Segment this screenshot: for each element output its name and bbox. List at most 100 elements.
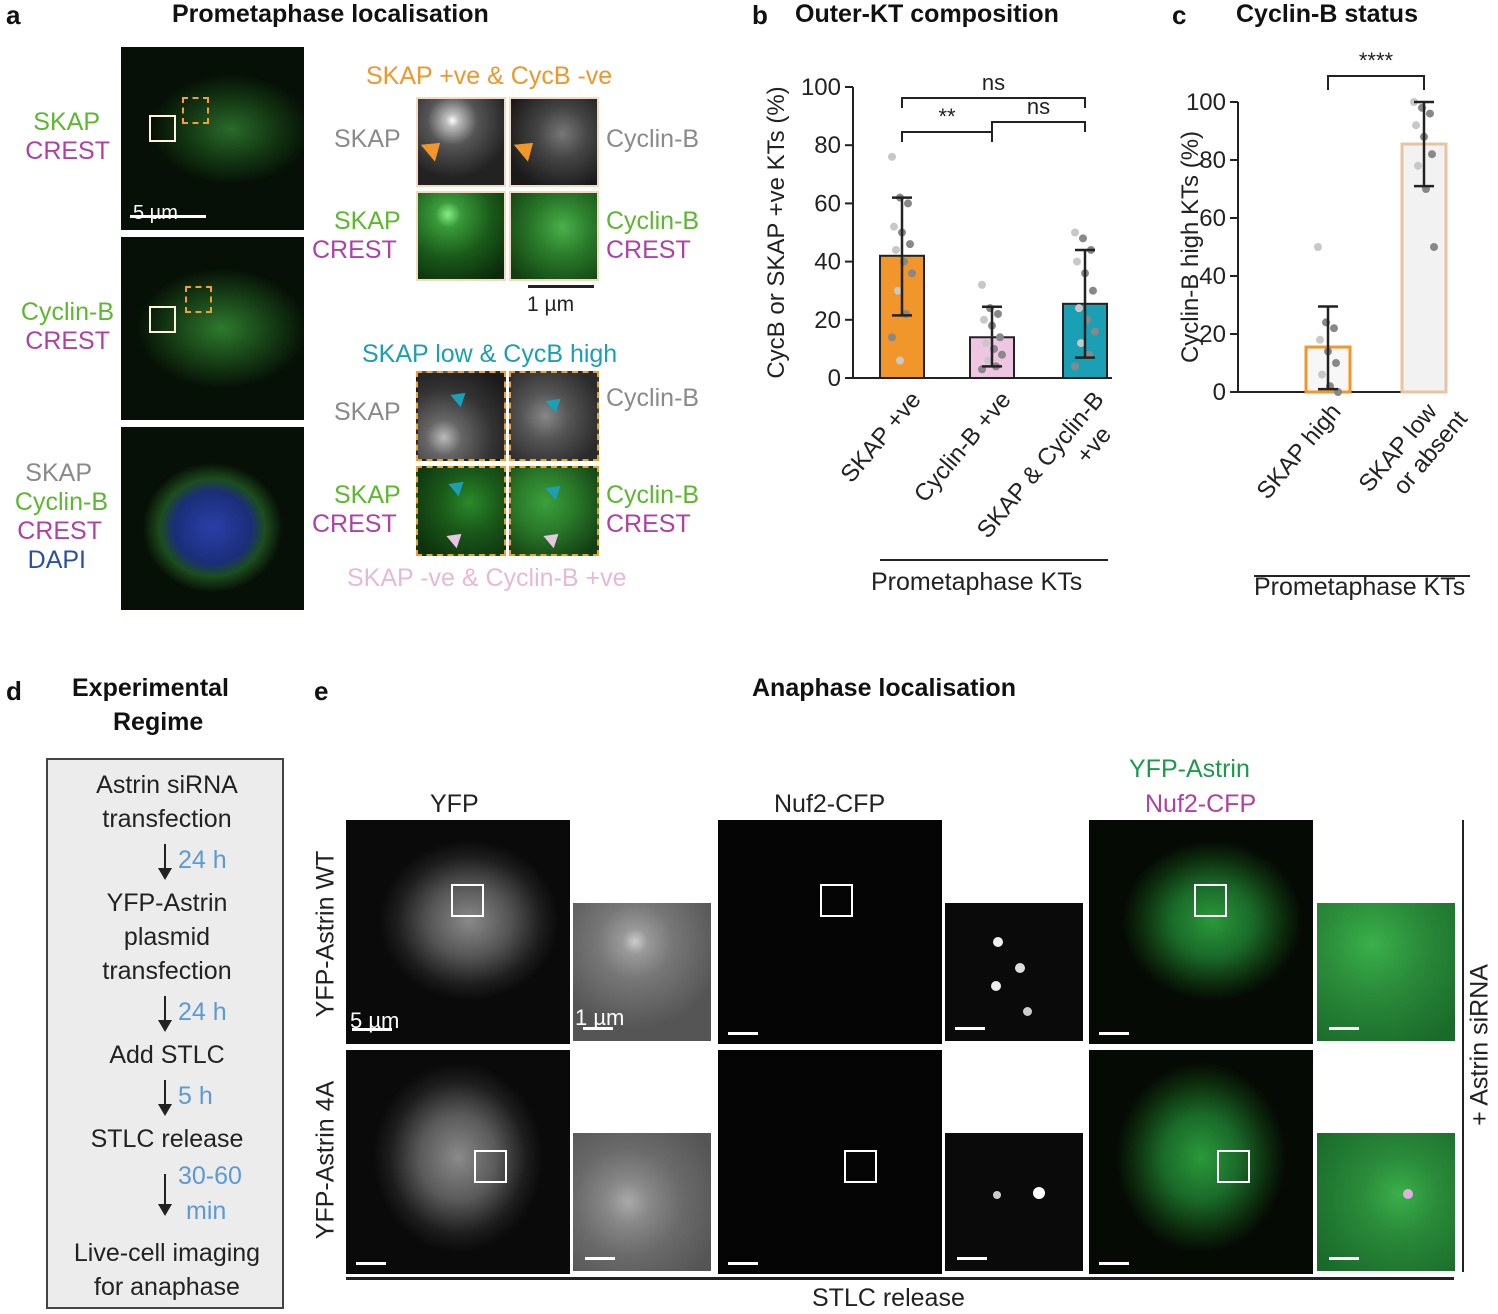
arrowhead-icon xyxy=(543,527,564,549)
micrograph-nuf2-wt xyxy=(718,820,942,1044)
crop-box xyxy=(1194,884,1227,917)
panel-b-title: Outer-KT composition xyxy=(795,0,1059,28)
inset-label-skap: SKAP xyxy=(334,125,401,153)
scale-bar xyxy=(728,1032,758,1035)
step-yfp-astrin: YFP-Astrin xyxy=(106,889,228,917)
micrograph-cyclinb-crest xyxy=(121,237,304,420)
row3-label-dapi: DAPI xyxy=(27,546,86,574)
scale-bar xyxy=(352,1028,392,1031)
time-24h-1: 24 h xyxy=(178,846,227,874)
inset-skap-crest-g1 xyxy=(416,191,506,281)
arrowhead-icon xyxy=(513,134,541,162)
crop-box xyxy=(820,884,853,917)
scale-bar xyxy=(356,1262,386,1265)
category-label: SKAP high xyxy=(1252,399,1347,505)
row2-label-cyclinb: Cyclin-B xyxy=(20,298,114,326)
data-point xyxy=(1073,257,1081,266)
row3-label-skap: SKAP xyxy=(25,459,92,487)
significance-bracket xyxy=(901,97,1086,108)
significance-label: ns xyxy=(982,70,1005,95)
scale-bar xyxy=(1099,1262,1129,1265)
data-point xyxy=(892,245,900,254)
panel-c-label: c xyxy=(1172,0,1187,30)
data-point xyxy=(1332,359,1340,367)
scale-bar xyxy=(585,1257,615,1260)
side-label-astrin-sirna: + Astrin siRNA xyxy=(1465,964,1494,1126)
time-5h: 5 h xyxy=(178,1082,213,1110)
data-point xyxy=(890,222,898,231)
scale-bar xyxy=(1099,1032,1129,1035)
y-tick-label: 60 xyxy=(1199,205,1226,232)
y-tick-label: 20 xyxy=(1199,321,1226,348)
inset-label-skap-g1b: SKAP xyxy=(334,207,401,235)
panel-e-label: e xyxy=(314,676,329,706)
data-point xyxy=(888,333,896,342)
inset-label-crest-g1r: CREST xyxy=(606,236,691,264)
micrograph-nuf2-4a xyxy=(718,1050,942,1274)
side-bracket xyxy=(1462,820,1464,1272)
category-label: SKAP lowor absent xyxy=(1354,388,1474,516)
row-label-4a: YFP-Astrin 4A xyxy=(311,1080,340,1240)
panel-c-title: Cyclin-B status xyxy=(1236,0,1418,28)
group2-footer: SKAP -ve & Cyclin-B +ve xyxy=(347,564,627,592)
inset-scale-label: 1 µm xyxy=(527,293,575,316)
row2-label-crest: CREST xyxy=(25,327,110,355)
data-point xyxy=(998,350,1006,359)
col-label-yfp: YFP xyxy=(430,790,479,818)
inset-cyclinb-g1 xyxy=(509,97,599,187)
inset-label-skap-g2: SKAP xyxy=(334,398,401,426)
chart-cyclin-b-status: 0 20 40 60 80 100 Cyclin-B high KTs (%) SKAP hi… xyxy=(1177,48,1474,577)
data-point xyxy=(888,152,896,161)
data-point xyxy=(984,356,992,365)
down-arrow-icon xyxy=(158,1080,172,1116)
chart-outer-kt-composition: 0 20 40 60 80 100 CycB or SKAP +ve KTs (%) SKAP… xyxy=(763,70,1117,561)
experimental-regime-box: Astrin siRNA transfection 24 h YFP-Astri… xyxy=(46,758,284,1309)
micrograph-merge-dapi xyxy=(121,427,304,610)
panel-a-title: Prometaphase localisation xyxy=(172,0,489,28)
group1-title: SKAP +ve & CycB -ve xyxy=(366,62,613,90)
y-axis-label: Cyclin-B high KTs (%) xyxy=(1177,131,1204,363)
inset-cyclinb-crest-g2 xyxy=(509,466,599,556)
inset-label-crest-g2b: CREST xyxy=(312,510,397,538)
y-tick-label: 80 xyxy=(1199,147,1226,174)
step-for-anaphase: for anaphase xyxy=(94,1273,240,1301)
data-point xyxy=(1428,150,1436,159)
scale-bar xyxy=(583,1027,613,1030)
data-point xyxy=(1414,161,1422,170)
y-tick-label: 60 xyxy=(814,190,841,217)
panel-e-title: Anaphase localisation xyxy=(752,674,1016,702)
data-point xyxy=(1079,234,1087,243)
category-label: SKAP +ve xyxy=(835,387,926,488)
inset-label-cyclinb: Cyclin-B xyxy=(606,125,700,153)
y-tick-label: 0 xyxy=(1213,379,1226,406)
data-point xyxy=(1071,362,1079,371)
down-arrow-icon xyxy=(158,996,172,1032)
inset-yfp-4a xyxy=(573,1133,711,1271)
data-point xyxy=(1075,304,1083,313)
data-point xyxy=(1430,243,1438,251)
micrograph-yfp-wt: 5 µm xyxy=(346,820,570,1044)
inset-skap-crest-g2 xyxy=(416,466,506,556)
micrograph-yfp-4a xyxy=(346,1050,570,1274)
panel-b-label: b xyxy=(752,0,768,30)
data-point xyxy=(908,269,916,278)
step-astrin-sirna: Astrin siRNA xyxy=(96,771,238,799)
row-label-wt: YFP-Astrin WT xyxy=(311,850,340,1018)
significance-bracket xyxy=(991,121,1086,132)
micrograph-skap-crest: 5 µm xyxy=(121,47,304,230)
arrowhead-icon xyxy=(448,475,469,497)
inset-label-skap-g2b: SKAP xyxy=(334,481,401,509)
arrowhead-icon xyxy=(446,527,467,549)
inset-skap-g2 xyxy=(416,371,506,461)
step-live-imaging: Live-cell imaging xyxy=(73,1239,261,1267)
bottom-bracket xyxy=(346,1277,1454,1280)
y-tick-label: 40 xyxy=(1199,263,1226,290)
col-label-nuf2-cfp: Nuf2-CFP xyxy=(1145,790,1257,818)
y-tick-label: 100 xyxy=(801,74,841,101)
step-transfection-1: transfection xyxy=(102,805,232,833)
y-tick-label: 80 xyxy=(814,132,841,159)
y-tick-label: 100 xyxy=(1186,89,1226,116)
down-arrow-icon xyxy=(158,844,172,880)
arrowhead-icon xyxy=(420,134,448,162)
data-point xyxy=(1412,121,1420,130)
